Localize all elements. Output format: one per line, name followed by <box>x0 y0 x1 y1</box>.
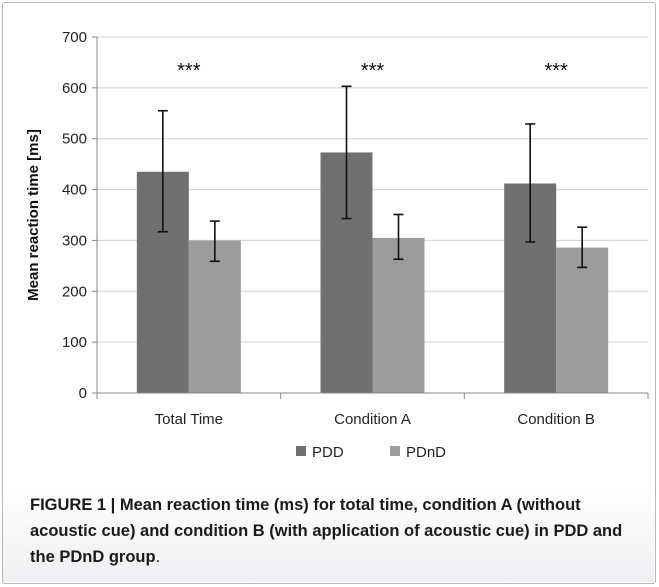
y-axis-label: Mean reaction time [ms] <box>25 129 42 301</box>
legend-label: PDnD <box>406 444 446 461</box>
caption-text: FIGURE 1 | Mean reaction time (ms) for t… <box>30 496 623 566</box>
figure-caption: FIGURE 1 | Mean reaction time (ms) for t… <box>30 492 640 570</box>
y-tick-label: 400 <box>62 182 87 199</box>
error-bars <box>157 85 588 269</box>
bar-pdnd <box>556 247 609 393</box>
bars <box>136 152 609 393</box>
y-tick-label: 600 <box>62 80 87 97</box>
legend: PDD PDnD <box>296 444 446 461</box>
significance-annotations: *** *** *** <box>177 60 568 82</box>
x-tick-label: Condition B <box>517 411 595 428</box>
y-tick-labels: 0 100 200 300 400 500 600 700 <box>62 29 87 402</box>
y-tick-label: 500 <box>62 131 87 148</box>
y-tick-label: 300 <box>62 232 87 249</box>
bar-chart: 0 100 200 300 400 500 600 700 Total Time Conditi… <box>25 29 649 461</box>
legend-swatch-pdnd <box>390 446 400 456</box>
significance-stars: *** <box>177 60 201 82</box>
legend-label: PDD <box>312 444 344 461</box>
x-tick-label: Total Time <box>155 411 223 428</box>
bar-pdnd <box>372 237 425 393</box>
significance-stars: *** <box>544 60 568 82</box>
y-tick-label: 0 <box>79 385 87 402</box>
significance-stars: *** <box>361 60 385 82</box>
y-tick-label: 100 <box>62 334 87 351</box>
x-tick-label: Condition A <box>334 411 411 428</box>
y-tick-label: 200 <box>62 283 87 300</box>
bar-pdnd <box>188 240 241 393</box>
legend-swatch-pdd <box>296 446 306 456</box>
y-tick-label: 700 <box>62 29 87 46</box>
x-tick-labels: Total Time Condition A Condition B <box>155 411 595 428</box>
caption-background <box>3 487 654 582</box>
axes <box>92 36 649 399</box>
caption-tail: . <box>155 548 161 566</box>
